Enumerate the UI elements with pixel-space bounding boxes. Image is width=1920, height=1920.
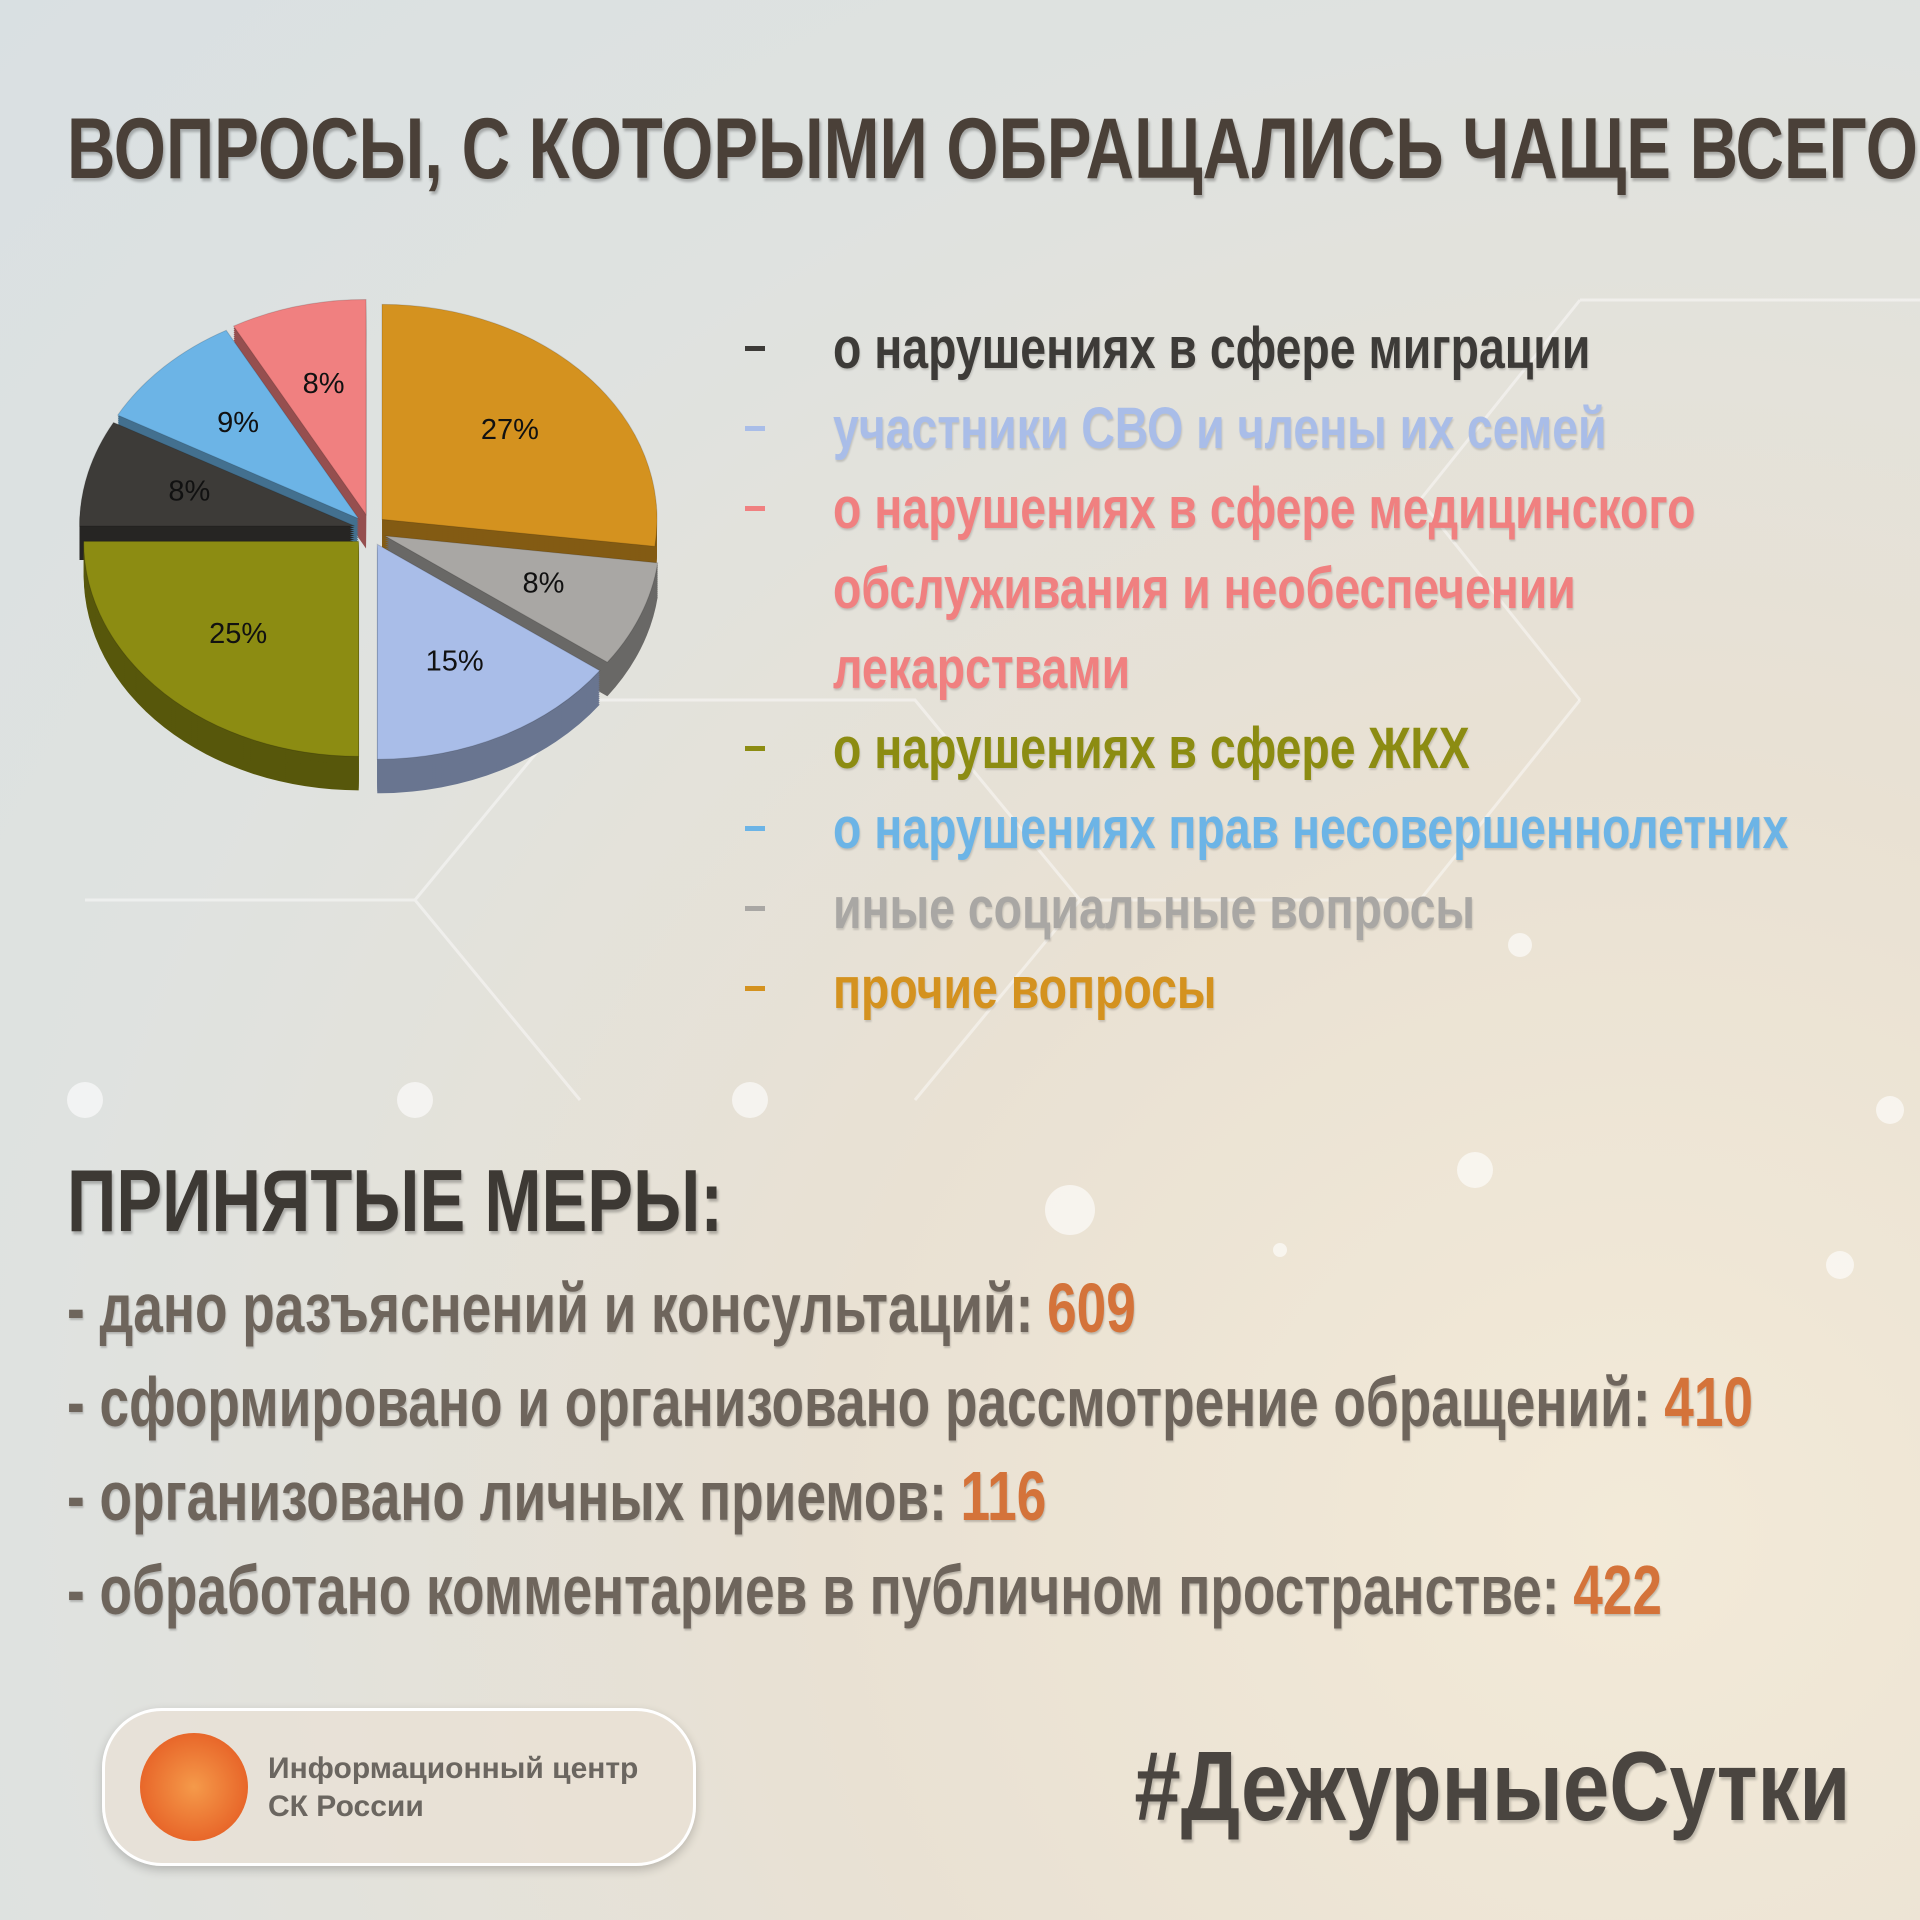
slice-label: 8% bbox=[303, 368, 345, 400]
legend-dash bbox=[745, 906, 765, 911]
measure-label: - организовано личных приемов: bbox=[67, 1457, 947, 1535]
legend-dash bbox=[745, 346, 765, 351]
legend-dash bbox=[745, 986, 765, 991]
legend-dash bbox=[745, 826, 765, 831]
measure-label: - обработано комментариев в публичном пр… bbox=[67, 1551, 1560, 1629]
measure-item: - сформировано и организовано рассмотрен… bbox=[67, 1362, 1753, 1442]
legend-label: о нарушениях в сфере ЖКХ bbox=[833, 716, 1470, 781]
pie-slice bbox=[381, 303, 658, 547]
legend-label: прочие вопросы bbox=[833, 956, 1217, 1021]
legend-dash bbox=[745, 426, 765, 431]
logo-emblem bbox=[140, 1733, 248, 1841]
logo-text: Информационный центр bbox=[268, 1752, 639, 1785]
slice-label: 15% bbox=[426, 646, 484, 678]
measure-item: - обработано комментариев в публичном пр… bbox=[67, 1550, 1662, 1630]
measure-item: - организовано личных приемов: 116 bbox=[67, 1456, 1046, 1536]
slice-label: 9% bbox=[217, 407, 259, 439]
pie-slice bbox=[376, 543, 601, 760]
legend-dash bbox=[745, 746, 765, 751]
measure-value: 116 bbox=[960, 1457, 1047, 1535]
legend-label: о нарушениях прав несовершеннолетних bbox=[833, 796, 1789, 861]
pie-slice bbox=[232, 299, 367, 517]
slice-label: 25% bbox=[209, 618, 267, 650]
pie-chart: 27% 8% 15% 25% 8% 9% 8% bbox=[79, 299, 659, 794]
pie-slice bbox=[384, 535, 659, 663]
logo-text: СК России bbox=[268, 1790, 424, 1823]
measure-label: - дано разъяснений и консультаций: bbox=[67, 1269, 1034, 1347]
chart-title: ВОПРОСЫ, С КОТОРЫМИ ОБРАЩАЛИСЬ ЧАЩЕ ВСЕГ… bbox=[67, 101, 1920, 197]
slice-label: 8% bbox=[522, 568, 564, 600]
measure-label: - сформировано и организовано рассмотрен… bbox=[67, 1363, 1651, 1441]
pie-slice bbox=[83, 540, 360, 757]
hashtag: #ДежурныеСутки bbox=[1133, 1731, 1850, 1841]
slice-label: 27% bbox=[481, 414, 539, 446]
pie-slice bbox=[79, 421, 355, 527]
measure-value: 422 bbox=[1573, 1551, 1662, 1629]
slice-label: 8% bbox=[168, 476, 210, 508]
measure-value: 609 bbox=[1047, 1269, 1136, 1347]
pie-slice bbox=[116, 329, 361, 520]
measure-value: 410 bbox=[1664, 1363, 1754, 1441]
legend-dash bbox=[745, 506, 765, 511]
legend-label: иные социальные вопросы bbox=[833, 876, 1476, 941]
legend-label: о нарушениях в сфере миграции bbox=[833, 316, 1591, 381]
measure-item: - дано разъяснений и консультаций: 609 bbox=[67, 1268, 1136, 1348]
legend-label: о нарушениях в сфере медицинского обслуж… bbox=[833, 476, 1696, 701]
legend-label: участники СВО и члены их семей bbox=[833, 396, 1607, 461]
measures-title: ПРИНЯТЫЕ МЕРЫ: bbox=[67, 1151, 724, 1250]
